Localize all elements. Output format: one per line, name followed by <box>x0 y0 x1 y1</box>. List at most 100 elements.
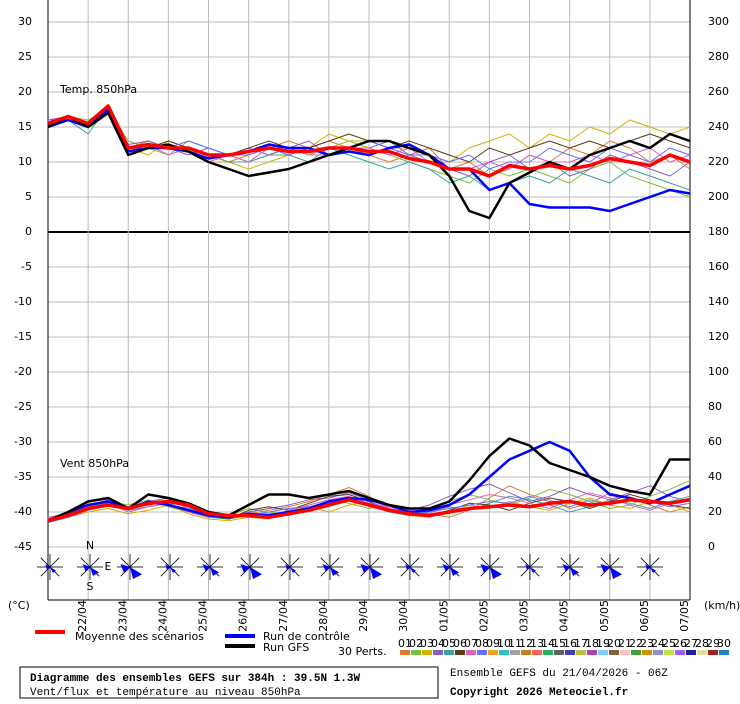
wind-rose-ray <box>80 557 91 568</box>
y2-tick-label: 240 <box>708 120 729 133</box>
x-tick-label: 28/04 <box>317 600 330 632</box>
wind-rose-sector <box>120 564 130 573</box>
wind-rose-sector <box>285 564 290 570</box>
wind-rose-sector <box>405 564 410 570</box>
legend-label: 27 <box>684 637 698 650</box>
legend-swatch <box>609 650 619 655</box>
legend-label: 19 <box>596 637 610 650</box>
y-tick-label: -45 <box>14 540 32 553</box>
legend-label: 15 <box>552 637 566 650</box>
y-tick-label: 0 <box>25 225 32 238</box>
y-tick-label: 5 <box>25 190 32 203</box>
legend-label: 28 <box>695 637 709 650</box>
wind-rose-sector <box>360 564 370 573</box>
legend-swatch <box>400 650 410 655</box>
legend-label: 04 <box>431 637 445 650</box>
legend-swatch <box>708 650 718 655</box>
y2-tick-label: 160 <box>708 260 729 273</box>
plot-area <box>37 0 691 601</box>
copyright: Copyright 2026 Meteociel.fr <box>450 687 628 699</box>
wind-rose-ray <box>560 557 571 568</box>
y-tick-label: -15 <box>14 330 32 343</box>
x-tick-label: 30/04 <box>397 600 410 632</box>
wind-rose-ray <box>360 557 371 568</box>
legend-swatch <box>642 650 652 655</box>
series-line <box>47 498 691 523</box>
legend-swatch <box>532 650 542 655</box>
wind-panel-label: Vent 850hPa <box>60 457 129 470</box>
wind-rose-sector <box>480 564 490 573</box>
legend-swatch <box>433 650 443 655</box>
wind-rose-ray <box>600 557 611 568</box>
legend-swatch <box>697 650 707 655</box>
wind-rose-sector <box>410 567 416 573</box>
legend-label: 07 <box>464 637 478 650</box>
legend-swatch <box>543 650 553 655</box>
legend-label: 13 <box>530 637 544 650</box>
y-tick-label: -10 <box>14 295 32 308</box>
y2-tick-label: 40 <box>708 470 722 483</box>
series-line <box>47 104 691 178</box>
wind-rose-sector <box>570 567 579 576</box>
wind-rose-sector <box>130 567 142 579</box>
legend-swatch <box>521 650 531 655</box>
y2-axis-unit: (km/h) <box>704 599 740 612</box>
wind-rose-ray <box>320 557 331 568</box>
wind-rose-sector <box>50 567 56 573</box>
y2-tick-label: 0 <box>708 540 715 553</box>
wind-rose-ray <box>400 557 411 568</box>
legend-label: 03 <box>420 637 434 650</box>
legend-swatch <box>719 650 729 655</box>
wind-rose-sector <box>610 567 622 579</box>
wind-rose-sector <box>322 564 330 572</box>
legend-label: 23 <box>640 637 654 650</box>
y2-tick-label: 200 <box>708 190 729 203</box>
legend-swatch <box>554 650 564 655</box>
wind-rose-ray <box>480 557 491 568</box>
legend-swatch <box>664 650 674 655</box>
temp-panel-label: Temp. 850hPa <box>59 83 137 96</box>
legend-label: 12 <box>519 637 533 650</box>
legend-label: 24 <box>651 637 665 650</box>
wind-rose-sector <box>45 564 50 570</box>
legend-label: 17 <box>574 637 588 650</box>
wind-rose-ray <box>440 557 451 568</box>
legend-label: Moyenne des scénarios <box>75 630 204 643</box>
wind-rose-ray <box>280 557 291 568</box>
legend-label: 25 <box>662 637 676 650</box>
legend-label: 20 <box>607 637 621 650</box>
wind-rose-sector <box>170 567 176 573</box>
wind-rose-sector <box>645 564 650 570</box>
wind-rose-ray <box>160 557 171 568</box>
legend-swatch <box>587 650 597 655</box>
x-tick-label: 06/05 <box>638 600 651 632</box>
x-tick-label: 27/04 <box>277 600 290 632</box>
y-tick-label: -20 <box>14 365 32 378</box>
wind-rose-sector <box>525 564 530 570</box>
legend-swatch <box>488 650 498 655</box>
wind-rose-ray <box>169 557 180 568</box>
y2-tick-label: 120 <box>708 330 729 343</box>
wind-rose-ray <box>200 557 211 568</box>
wind-rose-ray <box>409 557 420 568</box>
perturbations-label: 30 Perts. <box>338 645 387 658</box>
wind-rose-ray <box>329 557 340 568</box>
legend-label: 14 <box>541 637 555 650</box>
y-tick-label: -35 <box>14 470 32 483</box>
compass-letter: E <box>105 560 112 573</box>
legend-label: 18 <box>585 637 599 650</box>
y2-tick-label: 220 <box>708 155 729 168</box>
x-tick-label: 24/04 <box>156 600 169 632</box>
y2-tick-label: 260 <box>708 85 729 98</box>
legend-label: 05 <box>442 637 456 650</box>
legend-label: Run de contrôle <box>263 630 350 643</box>
title-box <box>19 666 439 699</box>
wind-rose-ray <box>289 557 300 568</box>
wind-rose-ray <box>89 557 100 568</box>
legend-swatch <box>466 650 476 655</box>
legend-swatch <box>499 650 509 655</box>
x-tick-label: 01/05 <box>437 600 450 632</box>
legend-swatch <box>565 650 575 655</box>
